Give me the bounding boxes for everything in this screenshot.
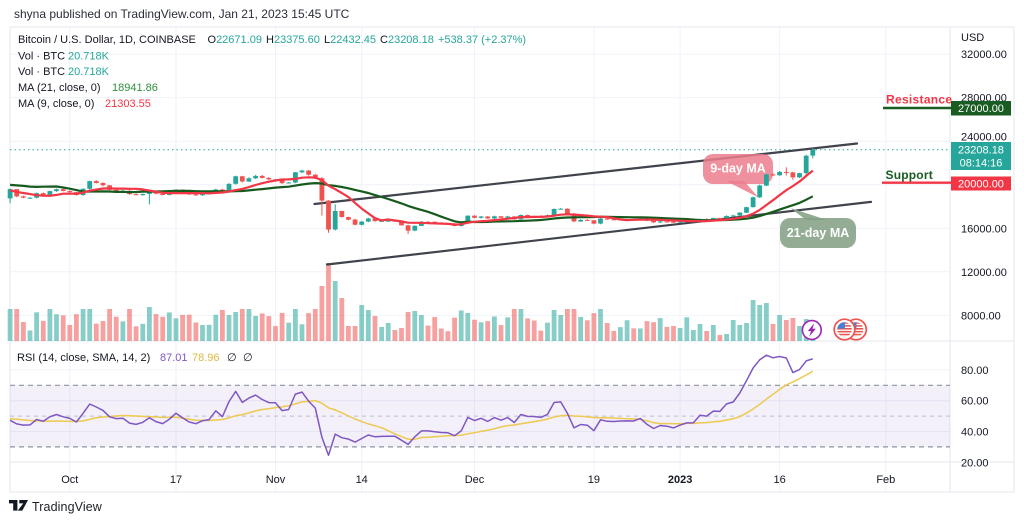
svg-text:17: 17	[170, 474, 182, 486]
svg-text:27000.00: 27000.00	[958, 103, 1004, 115]
svg-text:14: 14	[356, 474, 368, 486]
svg-text:MA (9, close, 0) 21303.55: MA (9, close, 0) 21303.55	[18, 98, 151, 110]
svg-text:12000.00: 12000.00	[961, 267, 1007, 279]
svg-text:80.00: 80.00	[961, 365, 989, 377]
svg-text:Dec: Dec	[465, 474, 485, 486]
svg-text:24000.00: 24000.00	[961, 131, 1007, 143]
svg-text:20000.00: 20000.00	[958, 179, 1004, 191]
svg-text:20.00: 20.00	[961, 457, 989, 469]
svg-text:40.00: 40.00	[961, 427, 989, 439]
svg-text:Support: Support	[886, 168, 933, 182]
svg-text:16000.00: 16000.00	[961, 223, 1007, 235]
svg-text:Oct: Oct	[61, 474, 78, 486]
svg-text:Feb: Feb	[876, 474, 895, 486]
svg-text:9-day MA: 9-day MA	[710, 162, 766, 176]
svg-text:21-day MA: 21-day MA	[787, 226, 850, 240]
svg-text:Vol · BTC 20.718K: Vol · BTC 20.718K	[18, 66, 110, 78]
svg-text:60.00: 60.00	[961, 396, 989, 408]
svg-text:USD: USD	[961, 32, 984, 44]
svg-text:MA (21, close, 0) 18941.86: MA (21, close, 0) 18941.86	[18, 82, 158, 94]
svg-text:Bitcoin / U.S. Dollar, 1D, COI: Bitcoin / U.S. Dollar, 1D, COINBASE O2267…	[18, 34, 526, 46]
svg-text:08:14:16: 08:14:16	[960, 158, 1003, 170]
svg-text:2023: 2023	[668, 474, 692, 486]
svg-text:Vol · BTC 20.718K: Vol · BTC 20.718K	[18, 51, 110, 63]
svg-text:8000.00: 8000.00	[961, 310, 1001, 322]
svg-text:Nov: Nov	[266, 474, 286, 486]
svg-text:23208.18: 23208.18	[958, 145, 1004, 157]
svg-text:16: 16	[773, 474, 785, 486]
svg-text:32000.00: 32000.00	[961, 49, 1007, 61]
svg-text:RSI (14, close, SMA, 14, 2)87.: RSI (14, close, SMA, 14, 2) 87.01 78.96 ∅ ∅	[17, 352, 253, 364]
svg-text:19: 19	[588, 474, 600, 486]
svg-text:Resistance: Resistance	[886, 92, 952, 106]
